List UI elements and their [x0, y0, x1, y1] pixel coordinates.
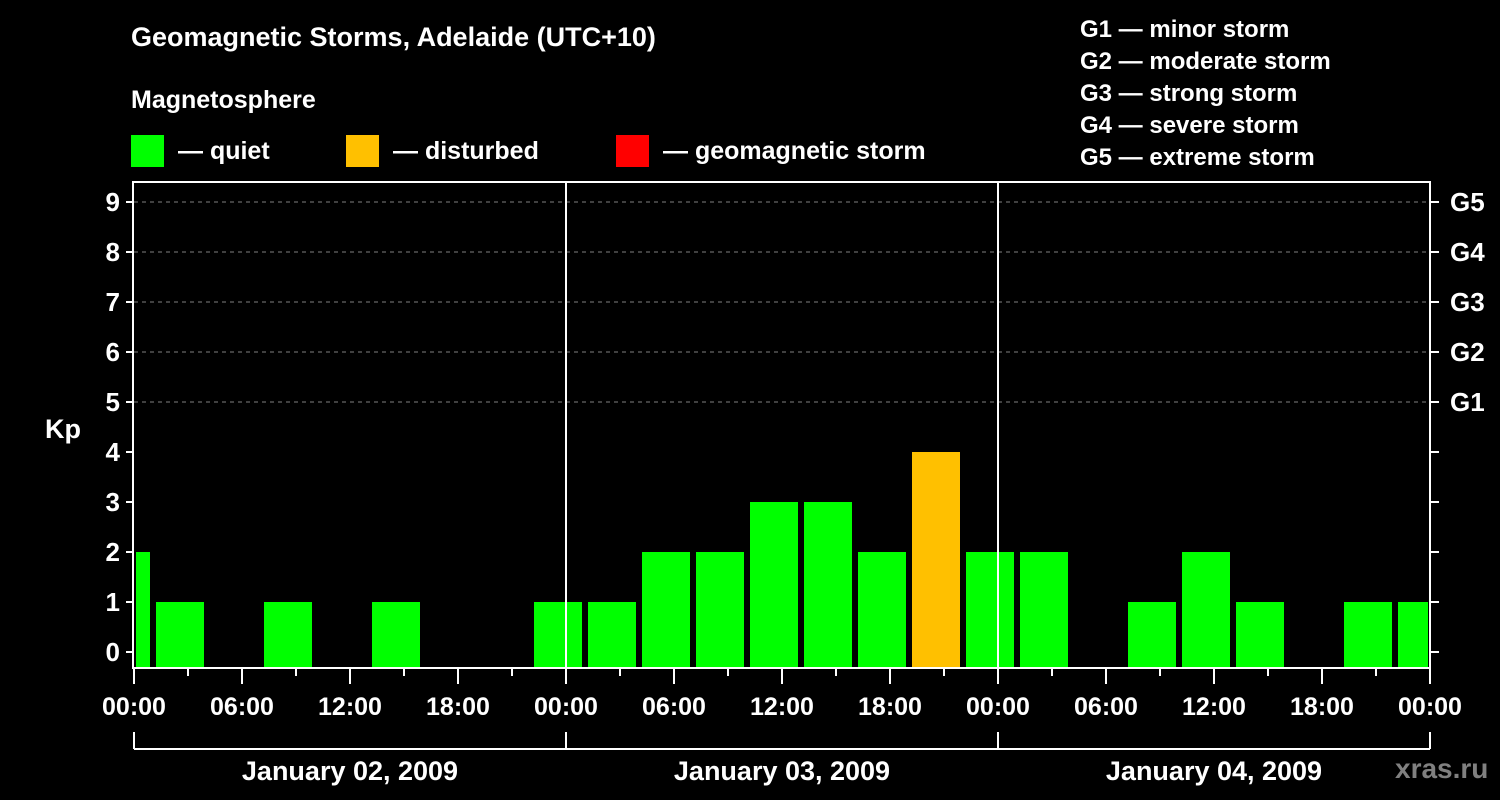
quiet-swatch-icon [131, 135, 164, 167]
legend-label: — quiet [178, 136, 270, 165]
y-tick-label: 2 [106, 537, 120, 567]
section-label: Magnetosphere [131, 86, 316, 114]
date-label: January 04, 2009 [1106, 756, 1322, 786]
legend-storm: — geomagnetic storm [616, 135, 926, 167]
kp-bar [912, 452, 960, 667]
kp-bar [1128, 602, 1176, 667]
x-tick-label: 00:00 [534, 693, 598, 721]
g-level-label: G5 [1450, 187, 1485, 217]
chart-title: Geomagnetic Storms, Adelaide (UTC+10) [131, 22, 656, 52]
storm-swatch-icon [616, 135, 649, 167]
disturbed-swatch-icon [346, 135, 379, 167]
y-tick-label: 4 [106, 437, 121, 467]
kp-bar [642, 552, 690, 667]
legend-quiet: — quiet [131, 135, 270, 167]
y-tick-label: 0 [106, 637, 120, 667]
kp-bar [804, 502, 852, 667]
x-tick-label: 18:00 [426, 693, 490, 721]
kp-bar [1236, 602, 1284, 667]
kp-bar [156, 602, 204, 667]
x-tick-label: 12:00 [318, 693, 382, 721]
y-tick-label: 1 [106, 587, 120, 617]
kp-bar [858, 552, 906, 667]
scale-g4: G4 — severe storm [1080, 112, 1299, 139]
bars [136, 452, 1428, 667]
kp-bar [966, 552, 1014, 667]
kp-bar [588, 602, 636, 667]
kp-bar [750, 502, 798, 667]
g-level-label: G2 [1450, 337, 1485, 367]
storm-scale-list: G1 — minor storm G2 — moderate storm G3 … [1080, 14, 1331, 174]
x-tick-label: 00:00 [966, 693, 1030, 721]
legend-label: — disturbed [393, 136, 539, 165]
kp-bar [696, 552, 744, 667]
g-level-label: G4 [1450, 237, 1485, 267]
x-tick-label: 06:00 [210, 693, 274, 721]
kp-bar [372, 602, 420, 667]
kp-bar [1398, 602, 1428, 667]
g-level-label: G1 [1450, 387, 1485, 417]
y-tick-label: 6 [106, 337, 120, 367]
kp-bar [1020, 552, 1068, 667]
x-tick-label: 00:00 [102, 693, 166, 721]
y-tick-label: 7 [106, 287, 120, 317]
y-tick-label: 8 [106, 237, 120, 267]
scale-g1: G1 — minor storm [1080, 16, 1290, 43]
watermark: xras.ru [1395, 753, 1489, 784]
scale-g2: G2 — moderate storm [1080, 48, 1331, 75]
x-tick-label: 18:00 [1290, 693, 1354, 721]
x-tick-label: 00:00 [1398, 693, 1462, 721]
x-tick-label: 12:00 [1182, 693, 1246, 721]
y-axis-label: Kp [45, 414, 81, 444]
legend-label: — geomagnetic storm [663, 136, 926, 165]
date-label: January 03, 2009 [674, 756, 890, 786]
kp-bar [534, 602, 582, 667]
x-tick-label: 06:00 [1074, 693, 1138, 721]
legend-disturbed: — disturbed [346, 135, 539, 167]
x-tick-label: 06:00 [642, 693, 706, 721]
scale-g5: G5 — extreme storm [1080, 144, 1315, 171]
kp-bar [136, 552, 150, 667]
kp-bar [264, 602, 312, 667]
date-label: January 02, 2009 [242, 756, 458, 786]
y-tick-label: 5 [106, 387, 120, 417]
x-tick-label: 12:00 [750, 693, 814, 721]
scale-g3: G3 — strong storm [1080, 80, 1298, 107]
x-tick-label: 18:00 [858, 693, 922, 721]
y-tick-label: 3 [106, 487, 120, 517]
kp-bar [1344, 602, 1392, 667]
g-level-label: G3 [1450, 287, 1485, 317]
kp-bar [1182, 552, 1230, 667]
y-tick-label: 9 [106, 187, 120, 217]
